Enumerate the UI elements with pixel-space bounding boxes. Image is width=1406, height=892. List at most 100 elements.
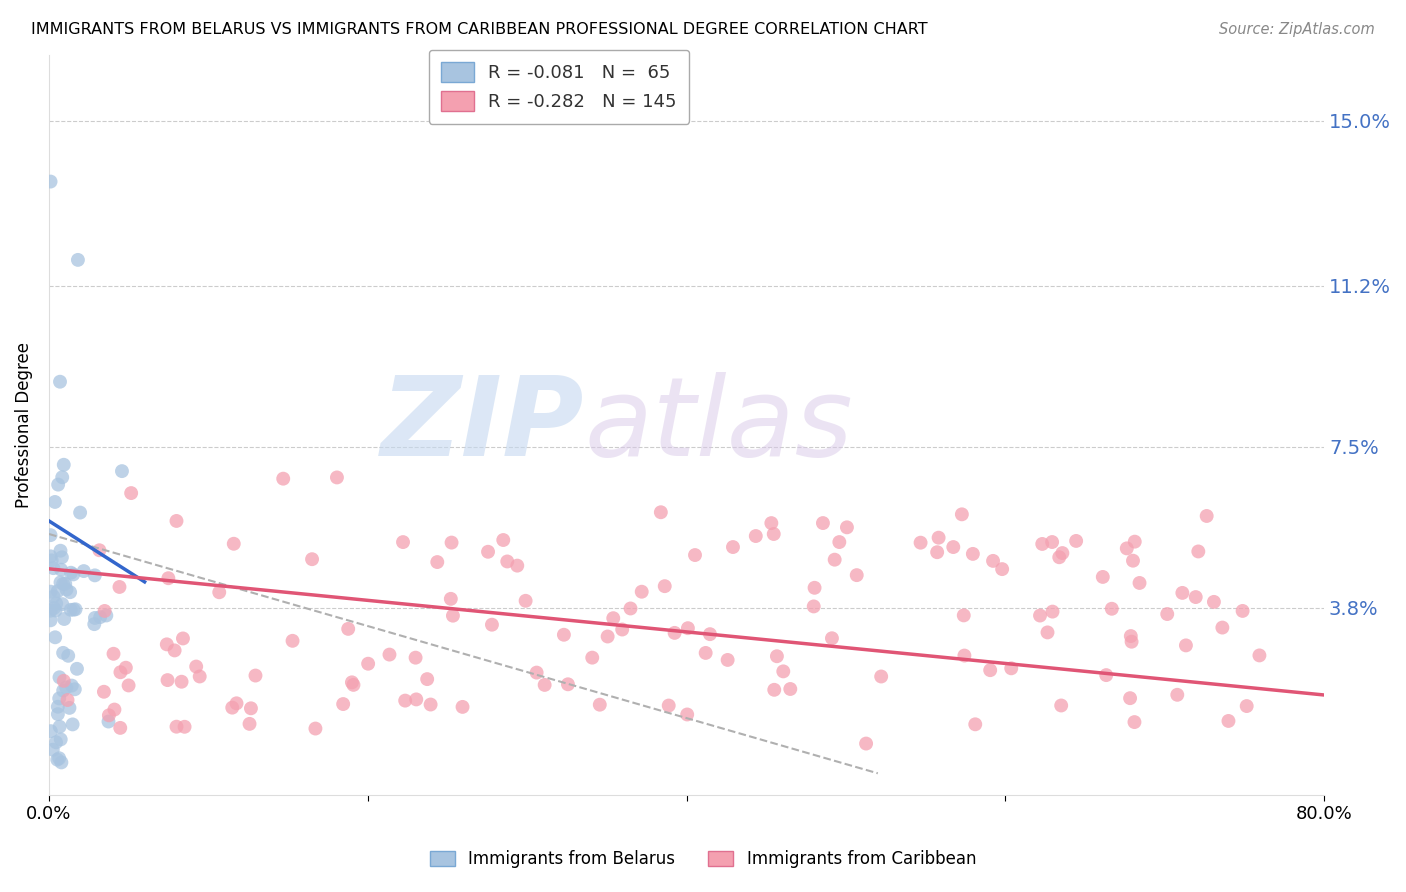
Point xyxy=(58,648,80,663)
Point xyxy=(557,677,579,691)
Point xyxy=(110,665,132,680)
Point xyxy=(66,662,89,676)
Point xyxy=(332,697,354,711)
Legend: Immigrants from Belarus, Immigrants from Caribbean: Immigrants from Belarus, Immigrants from… xyxy=(423,844,983,875)
Point xyxy=(58,701,80,715)
Point xyxy=(103,647,125,661)
Point xyxy=(48,720,70,734)
Point xyxy=(46,477,69,491)
Point xyxy=(103,702,125,716)
Point xyxy=(59,566,82,580)
Point xyxy=(1119,629,1142,643)
Point xyxy=(1121,634,1143,648)
Point xyxy=(991,562,1014,576)
Point xyxy=(658,698,681,713)
Point xyxy=(39,549,62,564)
Point xyxy=(55,582,77,597)
Point xyxy=(49,732,72,747)
Point xyxy=(772,665,794,679)
Point xyxy=(1091,570,1114,584)
Point xyxy=(405,650,427,665)
Point xyxy=(156,637,179,651)
Point xyxy=(612,623,634,637)
Point xyxy=(73,564,96,578)
Point xyxy=(451,699,474,714)
Point xyxy=(870,669,893,683)
Point xyxy=(1218,714,1240,728)
Point xyxy=(46,699,69,714)
Point xyxy=(53,576,76,591)
Text: Source: ZipAtlas.com: Source: ZipAtlas.com xyxy=(1219,22,1375,37)
Point xyxy=(48,670,70,684)
Point xyxy=(60,679,83,693)
Point xyxy=(51,470,73,484)
Point xyxy=(477,545,499,559)
Point xyxy=(188,669,211,683)
Point xyxy=(533,678,555,692)
Point xyxy=(41,553,63,567)
Point xyxy=(222,537,245,551)
Point xyxy=(676,621,699,635)
Point xyxy=(326,470,349,484)
Point xyxy=(1187,544,1209,558)
Point xyxy=(42,742,65,756)
Point xyxy=(654,579,676,593)
Point xyxy=(761,516,783,530)
Point xyxy=(1122,554,1144,568)
Point xyxy=(39,604,62,618)
Point xyxy=(59,585,82,599)
Point xyxy=(596,630,619,644)
Point xyxy=(56,693,79,707)
Point xyxy=(766,649,789,664)
Point xyxy=(97,714,120,729)
Point xyxy=(42,601,65,615)
Point xyxy=(1123,715,1146,730)
Point xyxy=(239,701,262,715)
Point xyxy=(120,486,142,500)
Point xyxy=(1119,691,1142,706)
Point xyxy=(340,675,363,690)
Point xyxy=(496,554,519,568)
Point xyxy=(62,567,84,582)
Y-axis label: Professional Degree: Professional Degree xyxy=(15,343,32,508)
Point xyxy=(953,648,976,663)
Point xyxy=(83,617,105,632)
Text: IMMIGRANTS FROM BELARUS VS IMMIGRANTS FROM CARIBBEAN PROFESSIONAL DEGREE CORRELA: IMMIGRANTS FROM BELARUS VS IMMIGRANTS FR… xyxy=(31,22,928,37)
Point xyxy=(1171,586,1194,600)
Point xyxy=(65,602,87,616)
Point xyxy=(42,561,65,575)
Point xyxy=(186,659,208,673)
Point xyxy=(46,584,69,599)
Point xyxy=(952,608,974,623)
Point xyxy=(942,540,965,554)
Point xyxy=(45,735,67,749)
Point xyxy=(89,610,111,624)
Point xyxy=(1236,699,1258,714)
Point xyxy=(49,375,72,389)
Point xyxy=(93,685,115,699)
Point xyxy=(163,643,186,657)
Point xyxy=(166,720,188,734)
Point xyxy=(49,563,72,577)
Point xyxy=(1249,648,1271,663)
Point xyxy=(979,663,1001,677)
Point xyxy=(1095,668,1118,682)
Point xyxy=(97,708,120,723)
Point xyxy=(1029,608,1052,623)
Point xyxy=(39,724,62,739)
Point xyxy=(1232,604,1254,618)
Point xyxy=(1211,621,1233,635)
Point xyxy=(1064,533,1087,548)
Point xyxy=(44,630,66,644)
Point xyxy=(45,597,67,611)
Point xyxy=(602,611,624,625)
Point xyxy=(55,681,77,695)
Point xyxy=(304,722,326,736)
Point xyxy=(1040,535,1063,549)
Point xyxy=(745,529,768,543)
Point xyxy=(238,717,260,731)
Point xyxy=(927,545,949,559)
Point xyxy=(245,668,267,682)
Point xyxy=(52,646,75,660)
Point xyxy=(695,646,717,660)
